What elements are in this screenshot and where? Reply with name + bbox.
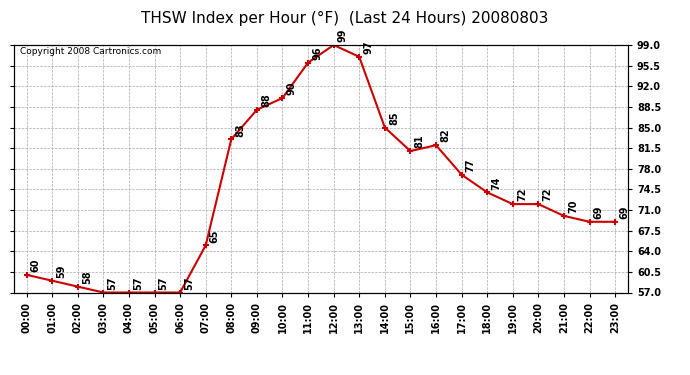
- Text: 77: 77: [466, 158, 475, 172]
- Text: 65: 65: [210, 229, 220, 243]
- Text: 57: 57: [133, 276, 143, 290]
- Text: 85: 85: [389, 111, 399, 125]
- Text: 88: 88: [261, 93, 271, 107]
- Text: 90: 90: [286, 82, 297, 95]
- Text: 60: 60: [31, 258, 41, 272]
- Text: 69: 69: [593, 206, 604, 219]
- Text: 74: 74: [491, 176, 502, 189]
- Text: 58: 58: [82, 270, 92, 284]
- Text: 99: 99: [338, 29, 348, 42]
- Text: 83: 83: [235, 123, 246, 136]
- Text: 82: 82: [440, 129, 450, 142]
- Text: 69: 69: [619, 206, 629, 219]
- Text: 81: 81: [415, 135, 424, 148]
- Text: 70: 70: [568, 200, 578, 213]
- Text: 57: 57: [108, 276, 117, 290]
- Text: 97: 97: [364, 40, 373, 54]
- Text: 72: 72: [542, 188, 553, 201]
- Text: 72: 72: [517, 188, 527, 201]
- Text: THSW Index per Hour (°F)  (Last 24 Hours) 20080803: THSW Index per Hour (°F) (Last 24 Hours)…: [141, 11, 549, 26]
- Text: 57: 57: [184, 276, 195, 290]
- Text: 96: 96: [312, 46, 322, 60]
- Text: 59: 59: [57, 264, 66, 278]
- Text: 57: 57: [159, 276, 168, 290]
- Text: Copyright 2008 Cartronics.com: Copyright 2008 Cartronics.com: [20, 48, 161, 57]
